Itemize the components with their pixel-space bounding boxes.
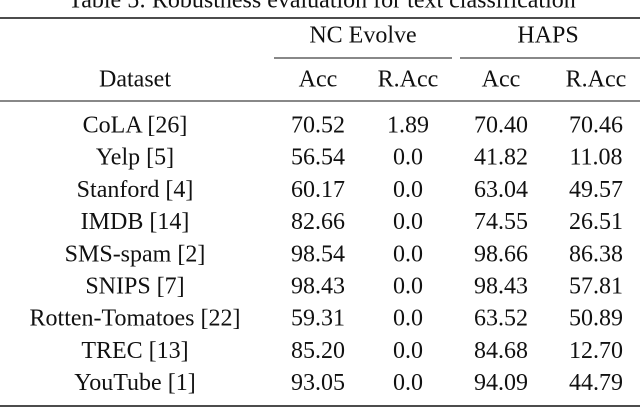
cell-value: 12.70: [569, 338, 623, 364]
cell-value: 82.66: [291, 209, 345, 235]
cell-value: 57.81: [569, 274, 623, 300]
dataset-name: Yelp [5]: [96, 145, 174, 171]
dataset-name: CoLA [26]: [83, 113, 188, 139]
dataset-name: TREC [13]: [81, 338, 188, 364]
cell-value: 0.0: [393, 145, 423, 171]
column-header: Acc: [299, 67, 338, 93]
cell-value: 26.51: [569, 209, 623, 235]
cell-value: 0.0: [393, 370, 423, 396]
dataset-name: Stanford [4]: [77, 177, 194, 203]
cell-value: 0.0: [393, 306, 423, 332]
cell-value: 84.68: [474, 338, 528, 364]
cell-value: 85.20: [291, 338, 345, 364]
column-header: R.Acc: [566, 67, 627, 93]
cell-value: 74.55: [474, 209, 528, 235]
cell-value: 98.54: [291, 241, 345, 267]
cell-value: 11.08: [569, 145, 622, 171]
cell-value: 63.04: [474, 177, 528, 203]
cell-value: 49.57: [569, 177, 623, 203]
cell-value: 98.43: [474, 274, 528, 300]
dataset-name: SMS-spam [2]: [65, 241, 206, 267]
cell-value: 0.0: [393, 177, 423, 203]
cell-value: 70.40: [474, 113, 528, 139]
cell-value: 93.05: [291, 370, 345, 396]
column-header: Dataset: [99, 67, 171, 93]
cell-value: 59.31: [291, 306, 345, 332]
cell-value: 41.82: [474, 145, 528, 171]
caption: Table 5: Robustness evaluation for text …: [68, 0, 576, 14]
dataset-name: Rotten-Tomatoes [22]: [30, 306, 241, 332]
cell-value: 98.43: [291, 274, 345, 300]
cell-value: 98.66: [474, 241, 528, 267]
cell-value: 70.52: [291, 113, 345, 139]
cell-value: 60.17: [291, 177, 345, 203]
dataset-name: SNIPS [7]: [85, 274, 184, 300]
cell-value: 0.0: [393, 338, 423, 364]
column-header: R.Acc: [378, 67, 439, 93]
cell-value: 63.52: [474, 306, 528, 332]
group-header: HAPS: [517, 23, 578, 49]
group-header: NC Evolve: [309, 23, 416, 49]
cell-value: 70.46: [569, 113, 623, 139]
cell-value: 94.09: [474, 370, 528, 396]
cell-value: 1.89: [387, 113, 429, 139]
dataset-name: YouTube [1]: [74, 370, 195, 396]
cell-value: 0.0: [393, 241, 423, 267]
column-header: Acc: [482, 67, 521, 93]
cell-value: 0.0: [393, 209, 423, 235]
cell-value: 86.38: [569, 241, 623, 267]
cell-value: 56.54: [291, 145, 345, 171]
cell-value: 0.0: [393, 274, 423, 300]
dataset-name: IMDB [14]: [81, 209, 190, 235]
cell-value: 44.79: [569, 370, 623, 396]
cell-value: 50.89: [569, 306, 623, 332]
